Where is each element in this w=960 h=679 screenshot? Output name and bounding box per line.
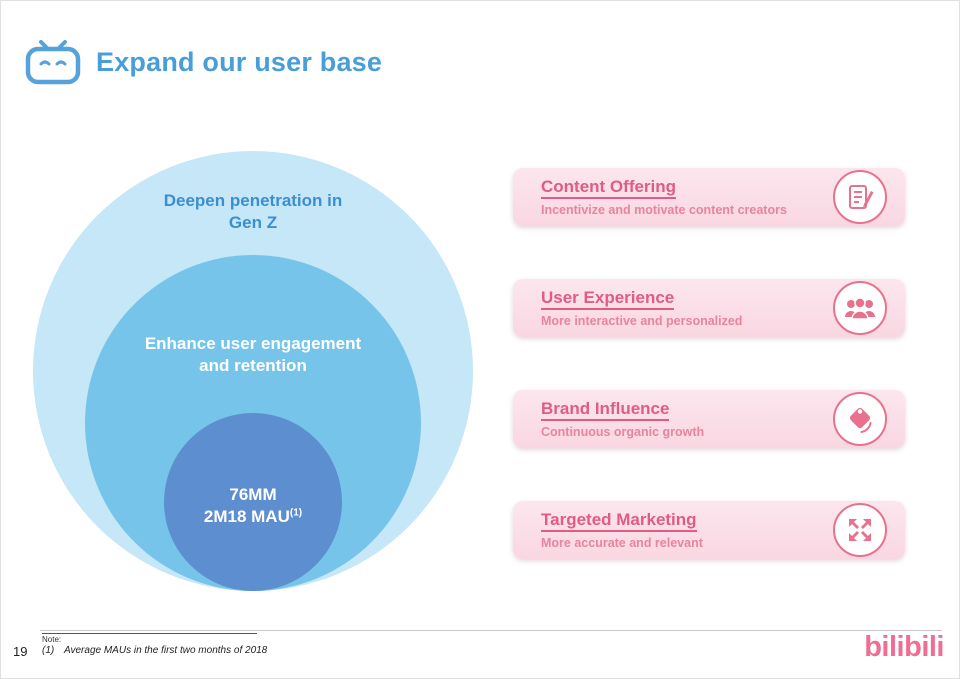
people-group-icon: [833, 281, 887, 335]
footnote-marker: (1): [42, 645, 55, 656]
footer-divider: [40, 630, 942, 631]
card-subtitle: More accurate and relevant: [541, 536, 703, 551]
footnote: (1) Average MAUs in the first two months …: [42, 645, 267, 656]
card-user-experience: User Experience More interactive and per…: [513, 279, 905, 337]
card-title: Targeted Marketing: [541, 510, 697, 533]
note-rule: [42, 633, 257, 634]
inner-circle-label: 76MM 2M18 MAU(1): [153, 484, 353, 528]
mau-value: 76MM: [229, 485, 277, 504]
page-title: Expand our user base: [96, 47, 383, 77]
bilibili-tv-icon: [24, 36, 82, 91]
page-number: 19: [13, 644, 28, 659]
footnote-block: Note: (1) Average MAUs in the first two m…: [42, 633, 267, 656]
card-subtitle: Continuous organic growth: [541, 425, 705, 440]
note-label: Note:: [42, 635, 62, 644]
card-title: Brand Influence: [541, 399, 670, 422]
footnote-ref: (1): [289, 507, 303, 519]
card-title: Content Offering: [541, 177, 677, 200]
document-pencil-icon: [833, 170, 887, 224]
mau-label: 2M18 MAU: [203, 506, 290, 526]
footnote-text: Average MAUs in the first two months of …: [64, 645, 268, 656]
middle-circle-label: Enhance user engagement and retention: [144, 334, 362, 375]
brand-tag-icon: [833, 392, 887, 446]
expand-arrows-icon: [833, 503, 887, 557]
card-targeted-marketing: Targeted Marketing More accurate and rel…: [513, 501, 905, 559]
card-subtitle: More interactive and personalized: [541, 314, 743, 329]
bilibili-logo: bilibili: [864, 631, 944, 663]
feature-card-list: Content Offering Incentivize and motivat…: [513, 168, 905, 559]
outer-circle-label: Deepen penetration in Gen Z: [163, 191, 343, 232]
card-subtitle: Incentivize and motivate content creator…: [541, 203, 787, 218]
card-brand-influence: Brand Influence Continuous organic growt…: [513, 390, 905, 448]
card-content-offering: Content Offering Incentivize and motivat…: [513, 168, 905, 226]
card-title: User Experience: [541, 288, 675, 311]
inner-circle: [164, 413, 342, 591]
